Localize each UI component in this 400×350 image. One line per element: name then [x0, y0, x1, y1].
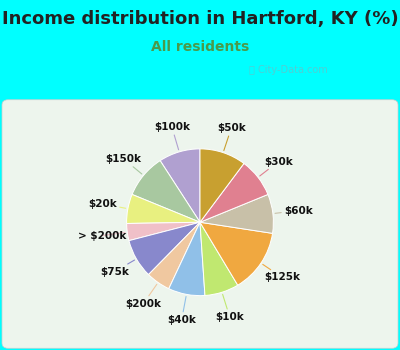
Text: All residents: All residents	[151, 40, 249, 54]
Text: $75k: $75k	[100, 260, 134, 277]
Text: $30k: $30k	[260, 156, 293, 176]
Wedge shape	[200, 222, 272, 285]
Wedge shape	[200, 163, 268, 222]
Wedge shape	[200, 195, 273, 233]
Text: > $200k: > $200k	[78, 231, 126, 240]
Wedge shape	[200, 222, 238, 295]
Text: ⓘ City-Data.com: ⓘ City-Data.com	[249, 65, 327, 75]
FancyBboxPatch shape	[2, 100, 398, 348]
Wedge shape	[148, 222, 200, 289]
Wedge shape	[169, 222, 205, 296]
Text: $100k: $100k	[154, 122, 190, 150]
Wedge shape	[127, 195, 200, 224]
Text: $50k: $50k	[217, 123, 246, 150]
Text: $60k: $60k	[275, 205, 313, 216]
Text: $125k: $125k	[263, 264, 300, 282]
Wedge shape	[132, 161, 200, 222]
Wedge shape	[129, 222, 200, 275]
Text: $150k: $150k	[106, 154, 142, 174]
Text: $200k: $200k	[126, 284, 162, 309]
Text: $10k: $10k	[215, 294, 244, 322]
Text: Income distribution in Hartford, KY (%): Income distribution in Hartford, KY (%)	[2, 10, 398, 28]
Wedge shape	[160, 149, 200, 222]
Wedge shape	[200, 149, 244, 222]
Text: $20k: $20k	[88, 199, 126, 209]
Text: $40k: $40k	[167, 296, 196, 324]
Wedge shape	[127, 222, 200, 241]
